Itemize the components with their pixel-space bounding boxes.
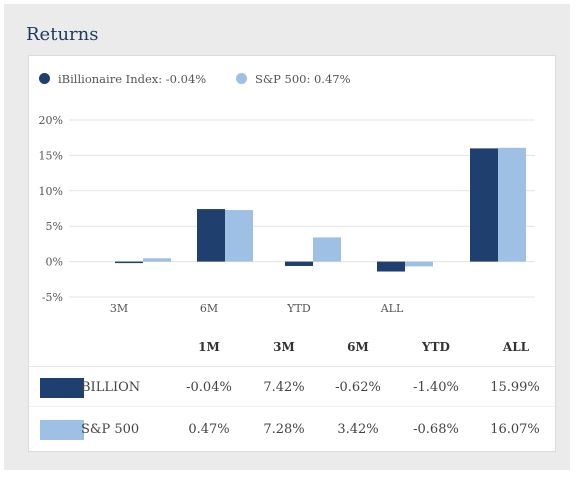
x-tick-label: 6M [200,302,218,315]
panel-title: Returns [26,24,99,45]
y-tick-label: -5% [42,291,63,304]
cell-sp500-6m: 3.42% [337,422,379,437]
y-tick-label: 15% [39,149,63,162]
row-label-billion: BILLION [81,380,141,395]
bar-ibillionaire-index-1 [197,209,225,262]
y-tick-label: 10% [39,185,63,198]
bar-s-p-500-3 [405,261,433,267]
table-divider [29,406,555,407]
table-header-6m: 6M [347,340,369,354]
bar-s-p-500-0 [143,258,171,262]
table-divider [29,366,555,367]
returns-card: iBillionaire Index: -0.04% S&P 500: 0.47… [28,55,556,452]
cell-sp500-all: 16.07% [490,422,540,437]
bar-s-p-500-2 [313,237,341,262]
bar-ibillionaire-index-3 [377,261,405,272]
y-tick-label: 5% [46,220,63,233]
legend-dot-icon [236,73,247,84]
cell-sp500-ytd: -0.68% [413,422,459,437]
x-tick-label: 3M [110,302,128,315]
y-tick-label: 0% [46,256,63,269]
bar-s-p-500-4 [498,147,526,262]
legend-dot-icon [39,73,50,84]
table-header-all: ALL [502,340,530,354]
returns-panel: Returns iBillionaire Index: -0.04% S&P 5… [4,4,570,470]
x-tick-label: ALL [380,302,404,315]
billion-swatch [40,378,84,398]
cell-billion-all: 15.99% [490,380,540,395]
table-header-1m: 1M [198,340,220,354]
y-tick-label: 20% [39,114,63,127]
bar-ibillionaire-index-0 [115,261,143,264]
x-tick-label: YTD [286,302,311,315]
cell-billion-1m: -0.04% [186,380,232,395]
bar-ibillionaire-index-4 [470,148,498,262]
legend-item-sp500[interactable]: S&P 500: 0.47% [236,72,351,86]
legend-label-index: iBillionaire Index: -0.04% [58,72,207,86]
cell-billion-6m: -0.62% [335,380,381,395]
cell-billion-ytd: -1.40% [413,380,459,395]
table-header-3m: 3M [273,340,295,354]
cell-sp500-3m: 7.28% [263,422,305,437]
bar-ibillionaire-index-2 [285,261,313,266]
legend-item-index[interactable]: iBillionaire Index: -0.04% [39,72,206,86]
cell-sp500-1m: 0.47% [188,422,230,437]
table-header-ytd: YTD [422,340,450,354]
returns-bar-chart: 20% 15% 10% 5% 0% -5% 3M 6M YTD ALL [39,114,535,315]
cell-billion-3m: 7.42% [263,380,305,395]
sp500-swatch [40,420,84,440]
legend-label-sp500: S&P 500: 0.47% [255,72,351,86]
row-label-sp500: S&P 500 [81,422,140,437]
bar-s-p-500-1 [225,210,253,262]
